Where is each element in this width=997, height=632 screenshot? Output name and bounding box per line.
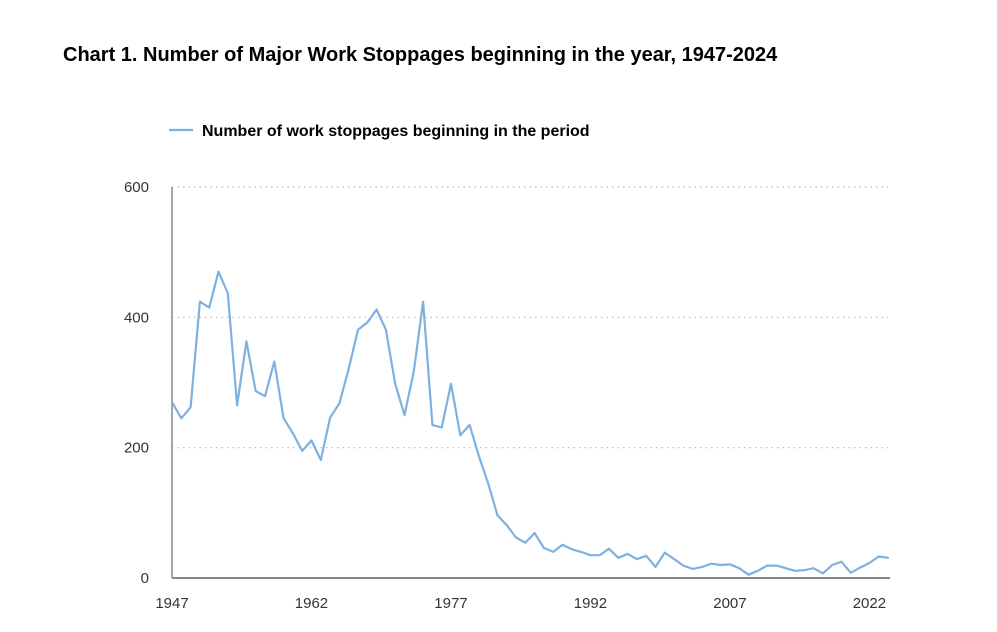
x-tick-label-1947: 1947 <box>155 595 188 612</box>
x-tick-label-1977: 1977 <box>434 595 467 612</box>
chart-title: Chart 1. Number of Major Work Stoppages … <box>63 44 778 66</box>
grid-lines <box>172 186 888 449</box>
x-tick-label-1992: 1992 <box>574 595 607 612</box>
x-tick-labels: 1947 1962 1977 1992 2007 2022 <box>155 595 886 612</box>
x-tick-label-1962: 1962 <box>295 595 328 612</box>
y-tick-label-200: 200 <box>124 440 149 457</box>
x-tick-label-2007: 2007 <box>713 595 746 612</box>
series-line-0 <box>170 270 890 576</box>
legend-label: Number of work stoppages beginning in th… <box>202 123 590 140</box>
y-tick-label-600: 600 <box>124 179 149 196</box>
axes <box>171 187 890 579</box>
y-tick-label-0: 0 <box>141 570 149 587</box>
legend: Number of work stoppages beginning in th… <box>169 123 590 140</box>
y-tick-label-400: 400 <box>124 309 149 326</box>
x-tick-label-2022: 2022 <box>853 595 886 612</box>
y-tick-labels: 0 200 400 600 <box>124 179 149 587</box>
series-lines <box>170 270 890 576</box>
